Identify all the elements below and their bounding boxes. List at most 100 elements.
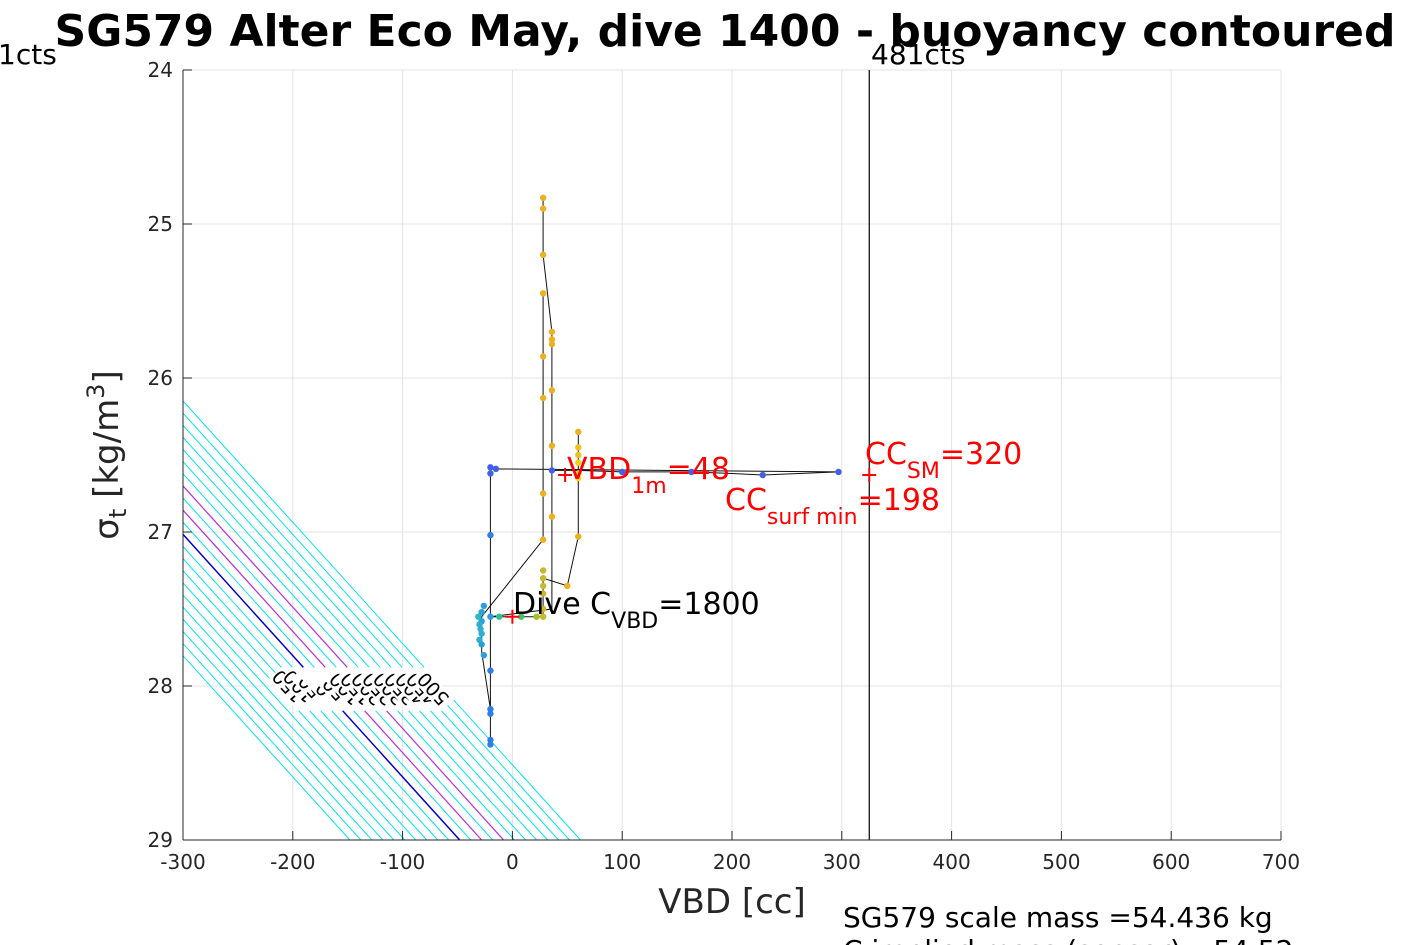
buoyancy-contour-line (183, 400, 581, 840)
cc-sm-sub: SM (907, 459, 940, 484)
data-point (539, 194, 547, 202)
cc-sm-main: CC (865, 437, 907, 472)
buoyancy-contour-line (183, 424, 559, 840)
data-point (548, 467, 556, 474)
data-point (548, 513, 556, 520)
data-point (539, 353, 547, 360)
dive-c-vbd-annotation: Dive CVBD=1800 (513, 587, 760, 634)
data-point (478, 630, 485, 637)
dive-c-value: =1800 (658, 587, 759, 622)
x-tick-label: 600 (1152, 850, 1190, 874)
y-tick-label: 29 (148, 828, 173, 852)
data-point (539, 590, 547, 597)
buoyancy-contour-line (183, 570, 428, 840)
x-tick-label: -200 (270, 850, 315, 874)
buoyancy-contour-line (183, 460, 526, 840)
buoyancy-contour-line (183, 654, 351, 840)
buoyancy-contour-line (183, 545, 450, 840)
data-point (539, 582, 547, 590)
data-point (487, 464, 494, 471)
y-tick-label: 26 (148, 366, 173, 390)
buoyancy-contour-line (183, 473, 515, 840)
data-point (575, 470, 582, 477)
data-point (487, 736, 494, 744)
cc-surf-min-annotation: CCsurf min=198 (725, 483, 940, 530)
buoyancy-contour-line (183, 642, 362, 840)
x-tick-label: 0 (506, 850, 519, 874)
data-point (496, 613, 503, 620)
data-point (539, 290, 547, 297)
marker-plus (505, 609, 520, 624)
data-point (564, 582, 571, 590)
data-point (619, 468, 626, 476)
data-point (539, 490, 547, 497)
contour-label-bg (411, 666, 455, 712)
y-axis-label-main: σ (87, 518, 127, 540)
data-point (539, 205, 547, 212)
y-axis-label-rest: [kg/m (87, 399, 127, 509)
marker-plus (862, 468, 877, 483)
left-counts-label: 1cts (0, 38, 57, 71)
data-point (575, 428, 582, 436)
data-point (575, 459, 582, 466)
data-point (487, 705, 494, 713)
buoyancy-contour-line (183, 606, 395, 840)
x-tick-label: 300 (823, 850, 861, 874)
data-point (517, 613, 525, 620)
buoyancy-contour-line (183, 630, 373, 840)
data-point (688, 468, 695, 476)
buoyancy-contour-line (183, 533, 461, 840)
vbd-1m-value: =48 (667, 452, 730, 487)
x-tick-label: 700 (1262, 850, 1300, 874)
footer-scale-mass: SG579 scale mass =54.436 kg (843, 901, 1273, 934)
vbd-1m-main: VBD (567, 452, 631, 487)
data-point (492, 465, 500, 473)
tick-labels: -300 -200 -100 0 100 200 300 400 500 600 700 24 25 26… (148, 58, 1301, 874)
buoyancy-contour-line (183, 509, 483, 840)
data-point (575, 474, 582, 482)
vertical-line-counts-label: 481cts (871, 38, 965, 71)
buoyancy-contour-line (183, 497, 494, 840)
data-point (539, 394, 547, 402)
dive-points (475, 194, 842, 748)
cc-sm-annotation: CCSM=320 (865, 437, 1022, 484)
data-point (475, 613, 482, 620)
buoyancy-contour-line (183, 557, 439, 840)
data-point (548, 387, 556, 394)
marker-plus (558, 468, 573, 483)
cc-surf-main: CC (725, 483, 767, 518)
data-point (548, 328, 556, 335)
vbd-1m-sub: 1m (631, 474, 666, 499)
data-point (575, 451, 582, 459)
data-point (539, 567, 547, 574)
data-point (548, 340, 556, 348)
data-point (480, 602, 488, 610)
x-tick-label: -300 (160, 850, 205, 874)
data-point (575, 444, 582, 451)
y-axis-label-sub: t (104, 509, 132, 518)
data-point (487, 531, 494, 539)
data-point (487, 613, 494, 620)
data-point (539, 536, 547, 543)
y-axis-label-close: ] (87, 370, 127, 383)
buoyancy-contour-line (183, 436, 548, 840)
data-point (548, 336, 556, 343)
y-tick-label: 28 (148, 674, 173, 698)
x-tick-label: 500 (1042, 850, 1080, 874)
y-tick-label: 27 (148, 520, 173, 544)
data-point (487, 470, 494, 477)
buoyancy-contours (183, 400, 581, 840)
y-axis-label-sup: 3 (82, 384, 110, 399)
dive-c-sub: VBD (611, 609, 658, 634)
buoyancy-contour-line (183, 521, 472, 840)
data-point (539, 605, 547, 613)
data-point (759, 471, 766, 479)
y-tick-label: 24 (148, 58, 173, 82)
contour-labels: -150-100-5005010015020025030035040045050… (268, 665, 455, 712)
data-point (548, 442, 556, 449)
data-point (478, 641, 485, 648)
chart-title: SG579 Alter Eco May, dive 1400 - buoyanc… (55, 6, 1396, 57)
buoyancy-contour-line (183, 582, 417, 840)
y-axis-label: σt [kg/m3] (82, 370, 132, 539)
